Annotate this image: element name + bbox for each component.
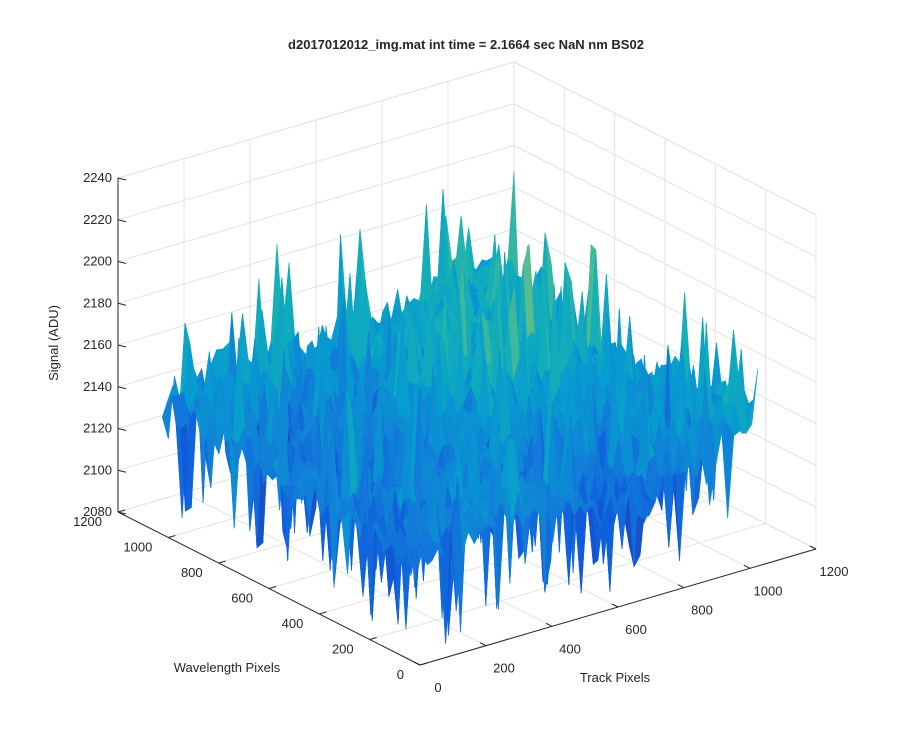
- x-tick-label: 200: [493, 661, 515, 676]
- z-tick: [117, 428, 127, 431]
- x-tick-label: 0: [434, 680, 441, 695]
- y-axis-ticks: 0 200 400 600 800 1000 1200: [73, 509, 428, 682]
- z-axis-label: Signal (ADU): [46, 305, 61, 381]
- y-tick-label: 1000: [123, 540, 152, 555]
- wall-grid-line: [117, 145, 515, 262]
- y-tick-label: 600: [231, 591, 253, 606]
- x-tick-label: 800: [691, 603, 713, 618]
- z-tick-label: 2120: [83, 421, 112, 436]
- z-tick: [117, 344, 127, 348]
- z-tick-label: 2100: [83, 462, 112, 477]
- y-axis-label: Wavelength Pixels: [174, 660, 281, 675]
- floor-grid-line: [319, 497, 716, 615]
- x-tick: [545, 622, 553, 627]
- z-tick: [117, 177, 127, 181]
- wall-grid-line: [117, 186, 515, 304]
- y-tick-label: 800: [181, 565, 203, 580]
- z-tick-label: 2240: [83, 170, 112, 185]
- wall-edge: [513, 61, 817, 216]
- y-tick: [117, 509, 126, 513]
- x-tick: [743, 564, 751, 569]
- x-tick: [413, 661, 421, 666]
- x-tick-label: 1000: [754, 583, 783, 598]
- x-tick: [479, 642, 487, 647]
- z-tick-label: 2080: [83, 504, 112, 519]
- y-tick: [319, 611, 327, 615]
- wall-grid-line: [513, 228, 817, 383]
- surface-patch: [415, 539, 427, 561]
- floor-grid-line: [369, 523, 766, 640]
- z-tick-label: 2140: [83, 379, 112, 394]
- y-tick: [168, 535, 176, 538]
- z-tick: [117, 386, 127, 390]
- wall-grid-line: [513, 186, 817, 341]
- wall-grid-line: [117, 103, 515, 221]
- wall-grid-line: [513, 145, 817, 299]
- z-tick-label: 2160: [83, 337, 112, 352]
- wall-grid-line: [513, 103, 817, 258]
- y-tick: [419, 662, 428, 666]
- y-tick: [268, 586, 277, 589]
- z-tick: [117, 511, 127, 515]
- wall-edge: [117, 61, 515, 179]
- x-tick: [611, 603, 619, 608]
- x-tick: [809, 545, 817, 550]
- z-tick: [117, 219, 127, 223]
- z-tick-label: 2200: [83, 254, 112, 269]
- z-axis-ticks: 2080 2100 2120 2140 2160 2180 2200 2220 2240: [83, 170, 127, 519]
- z-tick-label: 2180: [83, 295, 112, 310]
- y-tick-label: 1200: [73, 514, 102, 529]
- y-tick-label: 200: [332, 642, 354, 657]
- x-tick-label: 600: [625, 622, 647, 637]
- z-tick: [117, 302, 127, 306]
- y-tick-label: 0: [397, 667, 404, 682]
- chart-title: d2017012012_img.mat int time = 2.1664 se…: [288, 37, 644, 52]
- x-tick-label: 1200: [820, 564, 849, 579]
- z-tick-label: 2220: [83, 212, 112, 227]
- z-tick: [117, 261, 127, 264]
- x-tick: [677, 584, 685, 589]
- surface-patch: [662, 469, 674, 548]
- surface: [161, 171, 759, 644]
- x-tick-label: 400: [559, 641, 581, 656]
- x-axis-label: Track Pixels: [580, 670, 651, 685]
- y-tick: [369, 637, 377, 640]
- surface-patch: [747, 368, 759, 431]
- y-tick: [218, 560, 226, 564]
- y-tick-label: 400: [282, 616, 304, 631]
- z-tick: [117, 469, 127, 473]
- x-axis-ticks: 0 200 400 600 800 1000 1200: [413, 545, 849, 695]
